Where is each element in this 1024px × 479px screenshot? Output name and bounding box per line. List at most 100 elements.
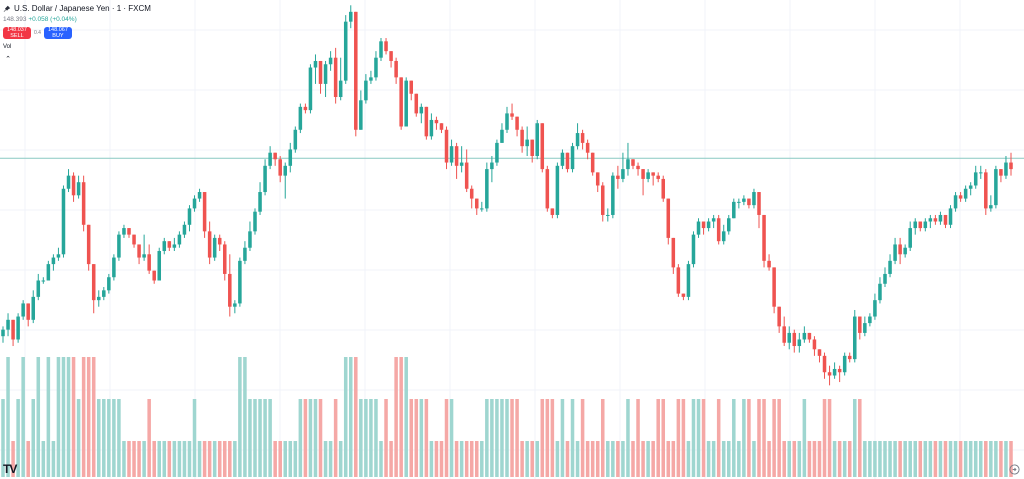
volume-bar [177,441,182,477]
volume-bar [978,441,983,477]
candle [903,244,907,258]
candles [1,5,1013,386]
candle-body [621,169,625,179]
candle [197,188,202,202]
candle [21,300,25,320]
candle [923,218,928,232]
sell-button[interactable]: 148.037 SELL [3,27,31,39]
candle [560,149,565,170]
candle-body [177,234,182,245]
volume-bar [817,441,822,477]
candle [520,126,524,153]
candle [948,205,953,229]
candle-body [404,80,408,127]
candle-body [187,208,192,225]
volume-bar [953,441,958,477]
candle [636,162,640,176]
volume-bar [318,399,323,477]
volume-bar [51,441,56,477]
candle [656,172,660,183]
volume-bar [948,441,953,477]
buy-button[interactable]: 148.067 BUY [43,27,72,39]
pin-icon[interactable] [3,5,11,13]
volume-bar [384,399,388,477]
candle [732,198,736,219]
volume-bar [671,441,676,477]
candle-body [661,178,666,199]
volume-bar [595,441,600,477]
candle [343,15,348,84]
goto-realtime-icon[interactable] [1009,464,1020,475]
candle-body [222,244,227,274]
volume-bar [278,441,282,477]
chevron-up-icon[interactable]: ⌃ [5,55,11,63]
volume-bar [273,441,277,477]
volume-bar [298,399,303,477]
candle-body [837,368,842,373]
candle-body [243,247,247,261]
candle [565,152,570,173]
volume-bar [515,399,519,477]
candle-body [132,234,136,245]
volume-bar [908,441,912,477]
candle [399,77,403,130]
candle [616,165,620,189]
volume-bar [847,441,852,477]
candle [943,214,948,229]
volume-bar [308,399,313,477]
candle [621,152,625,183]
volume-bar [217,441,222,477]
volume-bar [898,441,902,477]
candle-body [762,214,766,261]
candle [485,162,489,212]
candle [243,241,247,265]
candle-body [868,316,872,324]
volume-bar [837,441,842,477]
candle [1009,152,1013,176]
candle-body [293,129,298,150]
volume-bar [459,441,464,477]
candle [364,74,368,104]
candle [323,60,328,98]
volume-bar [792,441,797,477]
volume-bar [646,441,650,477]
candle [228,254,232,317]
candle-body [686,264,691,297]
candle [721,224,726,245]
volume-bar [711,441,716,477]
candle-body [802,332,807,340]
volume-bar [681,399,686,477]
volume-bar [338,441,343,477]
candle-body [464,162,469,189]
volume-bar [379,441,383,477]
volume-bar [631,441,635,477]
candle-body [172,244,177,248]
candle [374,51,378,81]
candle [454,142,459,179]
candle-body [21,303,25,317]
volume-bar [772,399,776,477]
candle-body [369,77,373,81]
volume-bar [374,399,378,477]
symbol-title[interactable]: U.S. Dollar / Japanese Yen · 1 · FXCM [14,4,151,13]
candle-body [595,172,600,186]
candle-body [263,165,267,193]
candle-body [651,172,655,176]
candle [842,352,847,376]
candle-body [207,231,212,258]
candle-body [772,267,776,307]
volume-bar [96,399,101,477]
volume-bar [91,357,96,477]
candle-body [1,329,5,337]
candle-body [611,175,615,215]
candle-body [732,201,736,219]
volume-bar [918,441,923,477]
candle [782,316,786,347]
candle [999,169,1003,183]
tradingview-logo[interactable]: TV [3,462,17,476]
candle-body [968,185,973,189]
candle [792,329,797,353]
candle-body [822,355,827,373]
candle [938,211,943,225]
